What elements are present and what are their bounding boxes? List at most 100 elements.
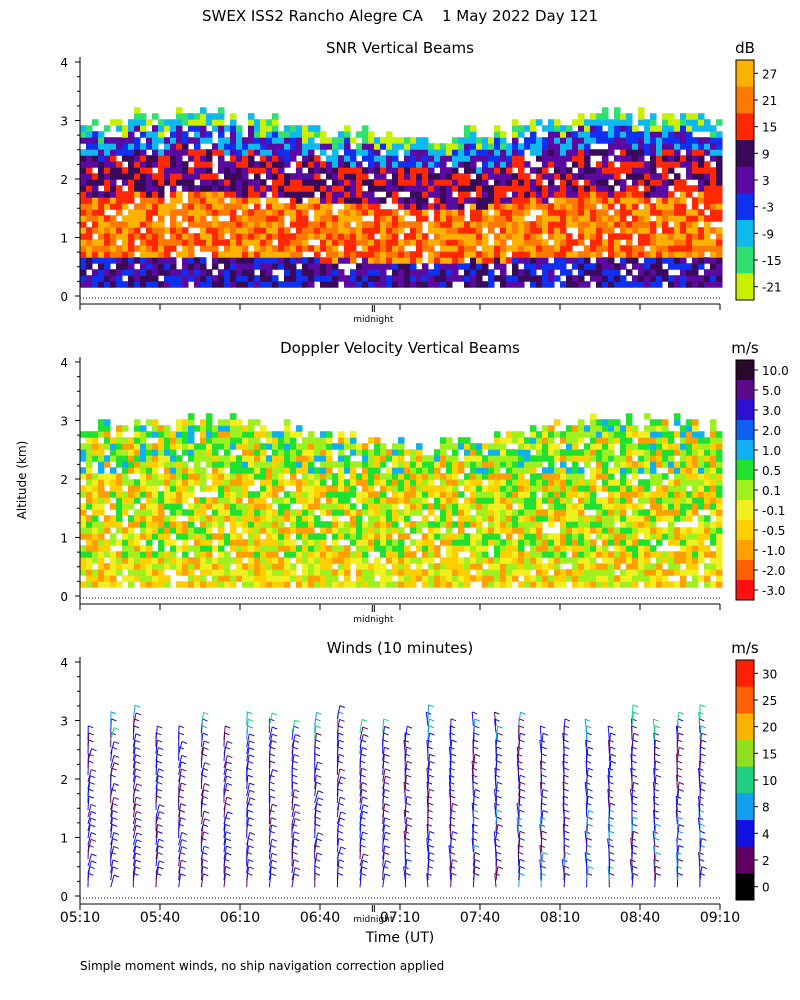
heatmap-cell: [362, 449, 369, 456]
heatmap-cell: [626, 545, 633, 552]
heatmap-cell: [248, 551, 255, 558]
heatmap-cell: [308, 521, 315, 528]
heatmap-cell: [482, 533, 489, 540]
heatmap-cell: [104, 461, 111, 468]
heatmap-cell: [674, 209, 681, 216]
heatmap-cell: [500, 491, 507, 498]
heatmap-cell: [182, 257, 189, 264]
heatmap-cell: [146, 431, 153, 438]
heatmap-cell: [548, 521, 555, 528]
heatmap-cell: [254, 167, 261, 174]
heatmap-cell: [548, 491, 555, 498]
heatmap-cell: [638, 491, 645, 498]
heatmap-cell: [554, 143, 561, 150]
heatmap-cell: [242, 269, 249, 276]
heatmap-cell: [548, 245, 555, 252]
heatmap-cell: [512, 557, 519, 564]
heatmap-cell: [458, 533, 465, 540]
heatmap-cell: [512, 449, 519, 456]
heatmap-cell: [164, 467, 171, 474]
heatmap-cell: [224, 269, 231, 276]
heatmap-cell: [218, 149, 225, 156]
heatmap-cell: [170, 557, 177, 564]
heatmap-cell: [614, 563, 621, 570]
heatmap-cell: [248, 263, 255, 270]
heatmap-cell: [80, 545, 87, 552]
heatmap-cell: [614, 131, 621, 138]
heatmap-cell: [668, 233, 675, 240]
heatmap-cell: [218, 473, 225, 480]
heatmap-cell: [656, 443, 663, 450]
heatmap-cell: [674, 581, 681, 588]
colorbar-label: 9: [762, 147, 770, 161]
heatmap-cell: [644, 185, 651, 192]
heatmap-cell: [536, 227, 543, 234]
heatmap-cell: [554, 563, 561, 570]
heatmap-cell: [506, 473, 513, 480]
heatmap-cell: [488, 191, 495, 198]
heatmap-cell: [638, 233, 645, 240]
heatmap-cell: [536, 257, 543, 264]
heatmap-cell: [428, 161, 435, 168]
heatmap-cell: [212, 257, 219, 264]
heatmap-cell: [578, 239, 585, 246]
heatmap-cell: [392, 227, 399, 234]
colorbar-label: -3: [762, 201, 774, 215]
heatmap-cell: [242, 509, 249, 516]
heatmap-cell: [350, 491, 357, 498]
heatmap-cell: [200, 239, 207, 246]
heatmap-cell: [596, 461, 603, 468]
heatmap-cell: [314, 467, 321, 474]
heatmap-cell: [98, 269, 105, 276]
heatmap-cell: [362, 545, 369, 552]
heatmap-cell: [638, 575, 645, 582]
heatmap-cell: [332, 575, 339, 582]
heatmap-cell: [638, 437, 645, 444]
heatmap-cell: [368, 209, 375, 216]
heatmap-cell: [626, 245, 633, 252]
heatmap-cell: [278, 167, 285, 174]
heatmap-cell: [470, 281, 477, 288]
heatmap-cell: [344, 497, 351, 504]
heatmap-cell: [578, 191, 585, 198]
heatmap-cell: [422, 503, 429, 510]
heatmap-cell: [620, 251, 627, 258]
heatmap-cell: [620, 143, 627, 150]
heatmap-cell: [326, 431, 333, 438]
heatmap-cell: [368, 149, 375, 156]
heatmap-cell: [662, 443, 669, 450]
heatmap-cell: [272, 173, 279, 180]
heatmap-cell: [692, 269, 699, 276]
heatmap-cell: [692, 263, 699, 270]
heatmap-cell: [188, 443, 195, 450]
heatmap-cell: [350, 515, 357, 522]
heatmap-cell: [488, 173, 495, 180]
heatmap-cell: [104, 125, 111, 132]
heatmap-cell: [242, 203, 249, 210]
heatmap-cell: [158, 449, 165, 456]
heatmap-cell: [314, 125, 321, 132]
heatmap-cell: [254, 521, 261, 528]
heatmap-cell: [86, 527, 93, 534]
heatmap-cell: [590, 497, 597, 504]
heatmap-cell: [284, 545, 291, 552]
heatmap-cell: [644, 239, 651, 246]
heatmap-cell: [524, 257, 531, 264]
heatmap-cell: [698, 113, 705, 120]
heatmap-cell: [428, 521, 435, 528]
heatmap-cell: [644, 521, 651, 528]
heatmap-cell: [530, 179, 537, 186]
heatmap-cell: [308, 143, 315, 150]
heatmap-cell: [242, 491, 249, 498]
heatmap-cell: [254, 185, 261, 192]
heatmap-cell: [386, 137, 393, 144]
heatmap-cell: [566, 245, 573, 252]
heatmap-cell: [626, 461, 633, 468]
heatmap-cell: [290, 149, 297, 156]
heatmap-cell: [218, 233, 225, 240]
heatmap-cell: [182, 437, 189, 444]
heatmap-cell: [224, 221, 231, 228]
heatmap-cell: [482, 203, 489, 210]
heatmap-cell: [440, 281, 447, 288]
heatmap-cell: [188, 413, 195, 420]
